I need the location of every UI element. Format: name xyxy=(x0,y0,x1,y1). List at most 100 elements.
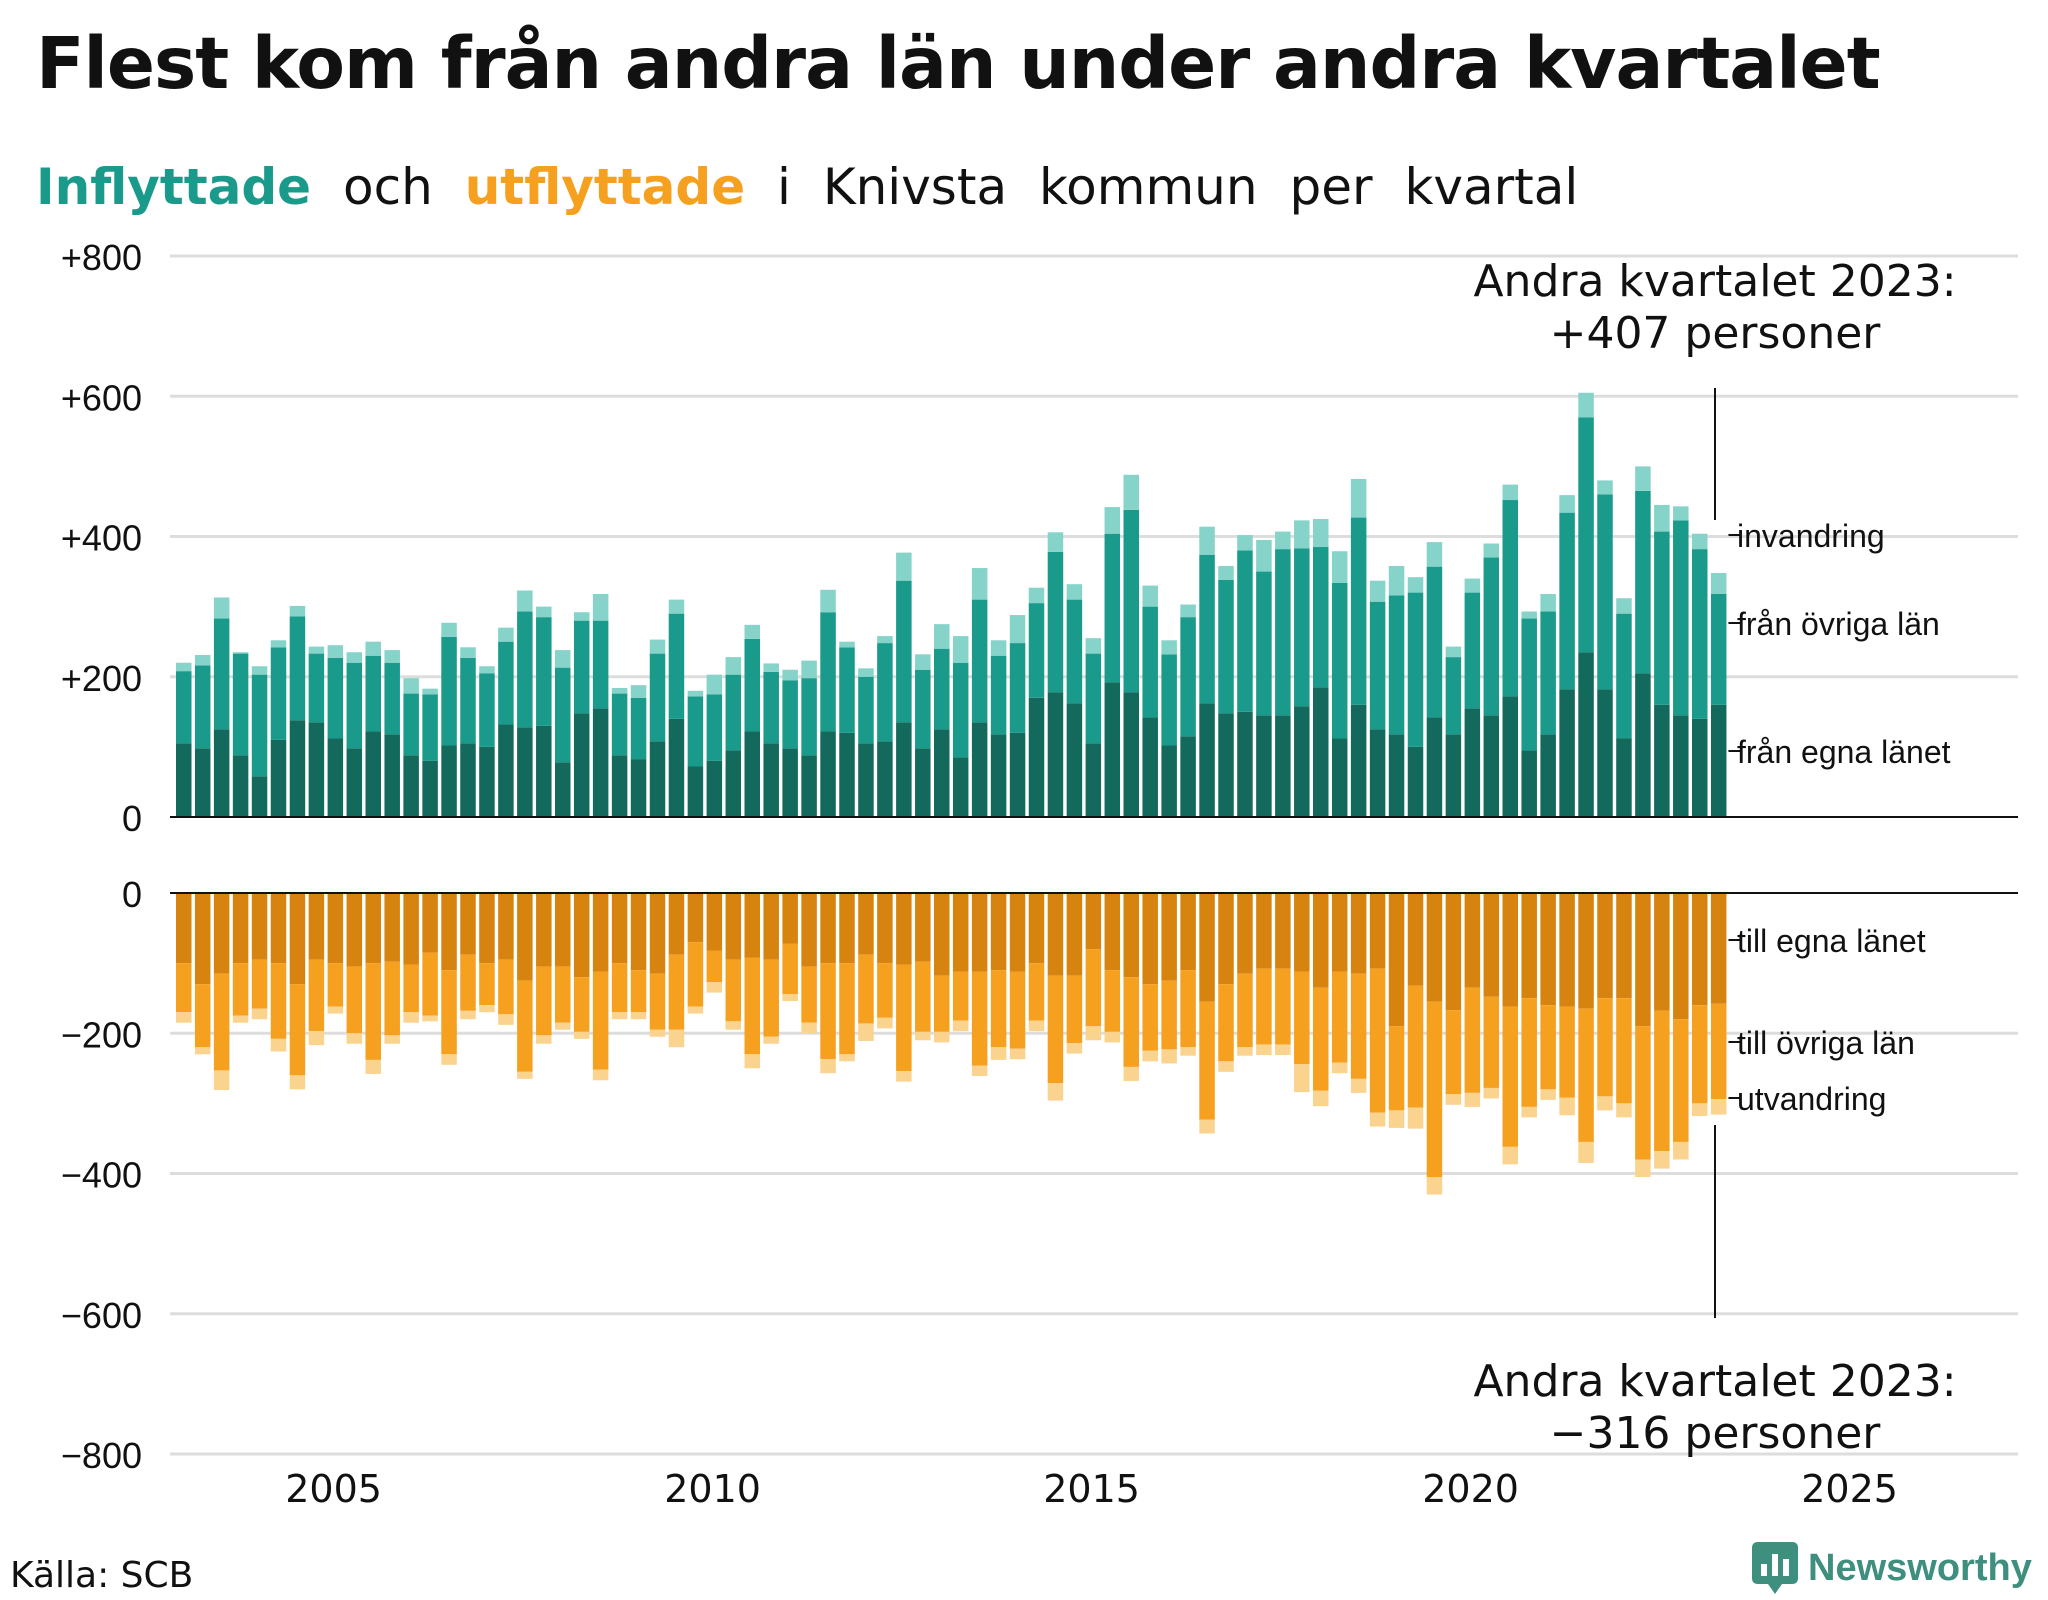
bar-inflow xyxy=(1218,565,1234,580)
bar-outflow xyxy=(270,893,287,964)
y-tick-label: +200 xyxy=(61,658,142,699)
bar-inflow xyxy=(896,722,912,817)
bar-inflow xyxy=(1710,594,1727,705)
bar-outflow xyxy=(327,893,344,964)
source-note: Källa: SCB xyxy=(10,1555,194,1596)
bar-inflow xyxy=(1521,750,1537,817)
bar-outflow xyxy=(763,959,779,1037)
bar-inflow xyxy=(1028,603,1045,698)
bar-inflow xyxy=(194,748,211,817)
bar-inflow xyxy=(232,653,249,756)
bar-outflow xyxy=(877,893,893,964)
bar-outflow xyxy=(213,1070,230,1091)
bar-inflow xyxy=(1654,531,1670,705)
bar-inflow xyxy=(460,647,476,658)
series-label: utvandring xyxy=(1737,1081,1886,1117)
bar-outflow xyxy=(289,893,306,985)
bar-inflow xyxy=(592,594,609,621)
bar-inflow xyxy=(1483,715,1500,817)
bar-inflow xyxy=(536,617,552,726)
bar-inflow xyxy=(327,738,344,817)
bar-outflow xyxy=(1104,970,1121,1032)
bar-inflow xyxy=(1464,578,1481,593)
bar-inflow xyxy=(1521,618,1537,751)
bar-outflow xyxy=(839,963,855,1055)
bar-outflow xyxy=(971,893,988,972)
bar-inflow xyxy=(1483,557,1500,716)
bar-inflow xyxy=(422,688,438,695)
bar-outflow xyxy=(1066,975,1083,1044)
bar-outflow xyxy=(270,963,287,1039)
bar-inflow xyxy=(1313,518,1329,548)
bar-inflow xyxy=(498,641,514,725)
bar-outflow xyxy=(611,1012,628,1020)
bar-inflow xyxy=(441,622,457,637)
bar-inflow xyxy=(725,750,742,817)
bar-outflow xyxy=(668,954,685,1030)
bar-outflow xyxy=(460,893,476,955)
bar-inflow xyxy=(384,662,400,735)
bar-outflow xyxy=(403,1012,419,1023)
bar-outflow xyxy=(1028,963,1045,1021)
bar-outflow xyxy=(1047,975,1064,1084)
bar-inflow xyxy=(346,662,363,749)
bar-inflow xyxy=(1597,494,1613,690)
bar-inflow xyxy=(460,657,476,744)
bar-outflow xyxy=(346,966,363,1034)
bar-outflow xyxy=(422,893,438,953)
bar-outflow xyxy=(422,952,438,1016)
bar-outflow xyxy=(1578,1141,1594,1163)
bar-outflow xyxy=(1654,1010,1670,1152)
bar-outflow xyxy=(441,970,457,1055)
bar-outflow xyxy=(384,893,400,962)
bar-outflow xyxy=(479,963,495,1006)
y-tick-label: +600 xyxy=(61,377,142,418)
bar-inflow xyxy=(934,648,950,730)
bar-outflow xyxy=(971,1065,988,1077)
bar-outflow xyxy=(952,893,969,972)
bar-outflow xyxy=(1426,893,1443,1002)
bar-inflow xyxy=(1350,704,1367,817)
bar-inflow xyxy=(1426,717,1443,817)
bar-inflow xyxy=(573,713,590,817)
bar-inflow xyxy=(573,620,590,714)
bar-outflow xyxy=(498,959,514,1015)
bar-inflow xyxy=(1445,646,1462,658)
bar-inflow xyxy=(251,674,268,777)
bar-outflow xyxy=(611,963,628,1013)
bar-inflow xyxy=(1009,643,1026,733)
bar-outflow xyxy=(176,893,192,964)
bar-inflow xyxy=(839,732,855,817)
bar-inflow xyxy=(801,678,817,756)
bar-inflow xyxy=(1275,715,1291,817)
bar-outflow xyxy=(687,893,704,943)
bar-outflow xyxy=(801,1022,817,1034)
bar-inflow xyxy=(213,729,230,817)
bar-outflow xyxy=(1464,893,1481,988)
bar-inflow xyxy=(213,597,230,619)
bar-inflow xyxy=(1502,696,1518,817)
bar-inflow xyxy=(1161,745,1177,817)
subtitle-word: Knivsta xyxy=(822,158,1008,216)
bar-outflow xyxy=(1066,1043,1083,1054)
bar-outflow xyxy=(801,966,817,1023)
bar-outflow xyxy=(1028,1020,1045,1032)
bar-inflow xyxy=(611,687,628,694)
bar-outflow xyxy=(1388,1026,1405,1111)
bar-outflow xyxy=(289,1075,306,1090)
bar-outflow xyxy=(1161,980,1177,1050)
bar-outflow xyxy=(517,893,533,981)
bar-outflow xyxy=(1616,998,1632,1104)
bar-outflow xyxy=(1502,893,1518,1007)
chart-subtitle: Inflyttade och utflyttade i Knivsta komm… xyxy=(36,158,1594,216)
bar-inflow xyxy=(1047,532,1064,552)
bar-outflow xyxy=(232,893,249,964)
bar-outflow xyxy=(744,1054,760,1069)
bar-outflow xyxy=(858,1023,874,1041)
bar-inflow xyxy=(952,757,969,817)
series-label: till egna länet xyxy=(1737,923,1926,959)
bar-outflow xyxy=(820,1059,836,1074)
bar-outflow xyxy=(1047,1083,1064,1101)
bar-outflow xyxy=(1104,1031,1121,1043)
bar-outflow xyxy=(1483,996,1500,1088)
